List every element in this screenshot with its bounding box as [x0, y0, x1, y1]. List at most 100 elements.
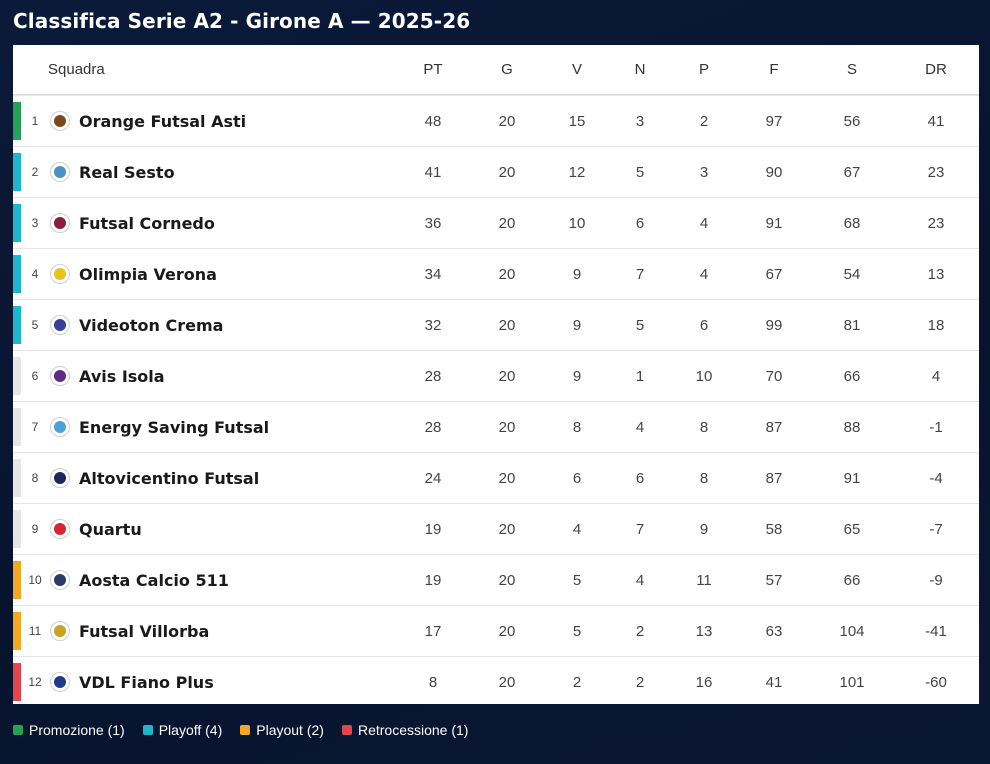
cell-n: 4 [635, 571, 645, 589]
cell-pt: 28 [424, 367, 442, 385]
legend-swatch [142, 725, 153, 735]
team-name[interactable]: Aosta Calcio 511 [79, 570, 229, 590]
table-row[interactable]: 4 Olimpia Verona 34 20 9 7 4 67 54 13 [13, 248, 979, 299]
cell-s: 101 [839, 673, 865, 691]
table-row[interactable]: 11 Futsal Villorba 17 20 5 2 13 63 104 -41 [13, 605, 979, 656]
cell-n: 7 [635, 520, 645, 538]
team-name[interactable]: VDL Fiano Plus [79, 672, 214, 692]
position-number: 8 [31, 471, 39, 485]
team-name[interactable]: Quartu [79, 519, 142, 539]
cell-g: 20 [498, 673, 516, 691]
cell-s: 68 [843, 214, 861, 232]
team-logo-icon [50, 417, 70, 437]
cell-v: 12 [568, 163, 586, 181]
cell-dr: 4 [931, 367, 941, 385]
cell-p: 4 [699, 214, 709, 232]
cell-s: 66 [843, 367, 861, 385]
cell-n: 2 [635, 673, 645, 691]
header-pt[interactable]: PT [423, 61, 443, 78]
cell-f: 63 [765, 622, 783, 640]
header-s[interactable]: S [846, 61, 857, 78]
cell-pt: 8 [428, 673, 438, 691]
cell-pt: 34 [424, 265, 442, 283]
table-row[interactable]: 9 Quartu 19 20 4 7 9 58 65 -7 [13, 503, 979, 554]
table-row[interactable]: 2 Real Sesto 41 20 12 5 3 90 67 23 [13, 146, 979, 197]
zone-indicator [13, 357, 21, 395]
cell-f: 97 [765, 112, 783, 130]
team-name[interactable]: Energy Saving Futsal [79, 417, 270, 437]
team-logo-icon [50, 468, 70, 488]
zone-indicator [13, 663, 21, 701]
cell-pt: 17 [424, 622, 442, 640]
team-name[interactable]: Real Sesto [79, 162, 175, 182]
cell-v: 15 [568, 112, 586, 130]
table-row[interactable]: 3 Futsal Cornedo 36 20 10 6 4 91 68 23 [13, 197, 979, 248]
team-name[interactable]: Olimpia Verona [79, 264, 217, 284]
table-row[interactable]: 12 VDL Fiano Plus 8 20 2 2 16 41 101 -60 [13, 656, 979, 707]
header-dr[interactable]: DR [925, 61, 947, 78]
header-f[interactable]: F [769, 61, 779, 78]
legend-label: Retrocessione (1) [357, 722, 469, 738]
cell-f: 99 [765, 316, 783, 334]
table-row[interactable]: 1 Orange Futsal Asti 48 20 15 3 2 97 56 41 [13, 95, 979, 146]
cell-s: 56 [843, 112, 861, 130]
cell-f: 41 [765, 673, 783, 691]
cell-g: 20 [498, 163, 516, 181]
header-team[interactable]: Squadra [48, 61, 105, 78]
legend-label: Playout (2) [256, 722, 324, 738]
cell-v: 2 [572, 673, 582, 691]
cell-pt: 28 [424, 418, 442, 436]
cell-dr: 23 [927, 163, 945, 181]
position-number: 5 [31, 318, 39, 332]
cell-f: 91 [765, 214, 783, 232]
zone-indicator [13, 102, 21, 140]
cell-s: 65 [843, 520, 861, 538]
cell-f: 70 [765, 367, 783, 385]
legend-label: Promozione (1) [29, 722, 125, 738]
team-name[interactable]: Videoton Crema [79, 315, 224, 335]
cell-g: 20 [498, 469, 516, 487]
team-name[interactable]: Orange Futsal Asti [79, 111, 247, 131]
cell-p: 6 [699, 316, 709, 334]
zone-indicator [13, 510, 21, 548]
position-number: 12 [28, 675, 42, 689]
cell-s: 91 [843, 469, 861, 487]
team-logo-icon [50, 621, 70, 641]
position-number: 1 [31, 114, 39, 128]
cell-n: 7 [635, 265, 645, 283]
table-row[interactable]: 5 Videoton Crema 32 20 9 5 6 99 81 18 [13, 299, 979, 350]
cell-n: 2 [635, 622, 645, 640]
team-logo-icon [50, 264, 70, 284]
team-name[interactable]: Avis Isola [79, 366, 165, 386]
cell-f: 87 [765, 469, 783, 487]
team-name[interactable]: Altovicentino Futsal [79, 468, 260, 488]
cell-f: 67 [765, 265, 783, 283]
cell-pt: 48 [424, 112, 442, 130]
cell-f: 87 [765, 418, 783, 436]
table-row[interactable]: 10 Aosta Calcio 511 19 20 5 4 11 57 66 -9 [13, 554, 979, 605]
cell-pt: 41 [424, 163, 442, 181]
legend-swatch [13, 725, 23, 735]
header-n[interactable]: N [634, 61, 646, 78]
zone-indicator [13, 153, 21, 191]
team-name[interactable]: Futsal Cornedo [79, 213, 215, 233]
cell-p: 8 [699, 418, 709, 436]
header-v[interactable]: V [571, 61, 582, 78]
cell-pt: 19 [424, 520, 442, 538]
header-g[interactable]: G [501, 61, 513, 78]
team-logo-icon [50, 672, 70, 692]
cell-p: 3 [699, 163, 709, 181]
position-number: 7 [31, 420, 39, 434]
cell-p: 2 [699, 112, 709, 130]
cell-f: 58 [765, 520, 783, 538]
table-row[interactable]: 7 Energy Saving Futsal 28 20 8 4 8 87 88 -1 [13, 401, 979, 452]
team-name[interactable]: Futsal Villorba [79, 621, 210, 641]
position-number: 2 [31, 165, 39, 179]
cell-g: 20 [498, 622, 516, 640]
table-row[interactable]: 6 Avis Isola 28 20 9 1 10 70 66 4 [13, 350, 979, 401]
header-p[interactable]: P [698, 61, 709, 78]
cell-p: 11 [696, 571, 712, 589]
cell-g: 20 [498, 520, 516, 538]
table-row[interactable]: 8 Altovicentino Futsal 24 20 6 6 8 87 91 -4 [13, 452, 979, 503]
cell-n: 5 [635, 163, 645, 181]
